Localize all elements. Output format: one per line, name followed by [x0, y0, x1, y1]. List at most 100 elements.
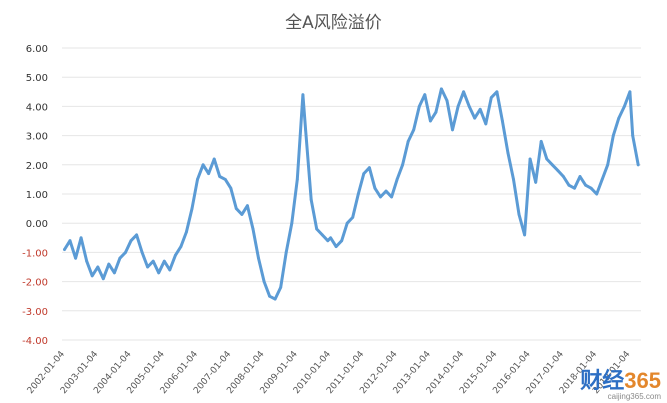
data-point: [179, 245, 183, 249]
data-point: [401, 163, 404, 167]
data-point: [304, 128, 307, 132]
data-point: [351, 216, 355, 219]
data-point: [273, 297, 277, 301]
data-point: [484, 122, 488, 126]
data-point: [85, 259, 89, 263]
data-point: [467, 105, 471, 108]
data-point: [118, 256, 122, 260]
data-point: [606, 163, 610, 167]
data-point: [174, 253, 177, 257]
data-point: [562, 175, 565, 178]
data-point: [395, 178, 399, 181]
data-point: [589, 186, 593, 190]
data-point: [451, 128, 454, 132]
y-tick-label: -1.00: [22, 248, 48, 259]
y-tick-label: 4.00: [26, 102, 48, 113]
data-point: [556, 169, 560, 173]
data-point: [368, 166, 371, 170]
data-point: [162, 259, 166, 263]
data-point: [290, 221, 294, 225]
data-point: [168, 268, 172, 272]
data-point: [628, 90, 632, 94]
data-point: [229, 186, 233, 190]
data-point: [279, 286, 283, 289]
data-point: [611, 134, 615, 138]
data-point: [68, 239, 72, 243]
y-tick-label: -4.00: [22, 336, 48, 347]
data-point: [578, 175, 582, 178]
chart-title: 全A风险溢价: [285, 13, 382, 33]
data-point: [320, 233, 324, 237]
data-point: [79, 236, 83, 240]
y-tick-label: 6.00: [26, 44, 48, 55]
data-point: [478, 107, 482, 111]
data-point: [201, 163, 205, 167]
data-point: [113, 271, 116, 275]
data-point: [329, 236, 332, 240]
data-point: [417, 105, 421, 108]
data-point: [107, 262, 111, 266]
data-point: [534, 180, 538, 184]
grid-lines: [62, 47, 641, 341]
data-point: [284, 251, 288, 254]
plot-area: [63, 87, 640, 301]
y-tick-label: 2.00: [26, 161, 48, 172]
data-point: [101, 277, 105, 281]
data-point: [246, 204, 249, 208]
data-point: [185, 230, 188, 234]
data-point: [423, 93, 427, 97]
data-point: [373, 186, 377, 190]
data-point: [617, 116, 621, 120]
data-point: [90, 274, 94, 278]
data-point: [406, 140, 410, 143]
data-point: [190, 207, 194, 211]
data-point: [473, 116, 477, 120]
series-line: [63, 87, 640, 301]
data-point: [462, 90, 465, 94]
data-point: [268, 294, 271, 298]
data-point: [326, 239, 330, 243]
y-tick-label: -3.00: [22, 307, 48, 318]
data-point: [257, 256, 260, 260]
data-point: [356, 192, 360, 196]
x-axis: 2002-01-042003-01-042004-01-042005-01-04…: [26, 349, 633, 396]
data-point: [584, 183, 587, 187]
data-point: [623, 105, 626, 108]
data-point: [636, 163, 640, 167]
y-tick-label: 3.00: [26, 132, 48, 143]
data-point: [234, 207, 238, 211]
data-point: [600, 178, 604, 181]
data-point: [528, 157, 532, 161]
data-point: [434, 110, 438, 114]
data-point: [512, 178, 515, 181]
data-point: [379, 195, 382, 199]
data-point: [595, 192, 599, 196]
data-point: [157, 271, 161, 275]
watermark-brand: 财经: [580, 368, 625, 393]
data-point: [262, 280, 266, 283]
data-point: [124, 251, 127, 254]
watermark-logo: 财经365 caijing365.com: [580, 368, 661, 402]
data-point: [207, 172, 211, 176]
y-tick-label: 0.00: [26, 219, 48, 230]
y-axis: 6.00 5.00 4.00 3.00 2.00 1.00 0.00 -1.00 -2.00 -3…: [22, 44, 48, 347]
data-point: [545, 157, 549, 161]
data-point: [412, 128, 416, 132]
data-point: [440, 87, 443, 91]
data-point: [135, 233, 139, 237]
data-point: [445, 99, 449, 102]
data-point: [251, 227, 255, 231]
data-point: [362, 172, 366, 176]
data-point: [315, 227, 319, 231]
y-tick-label: -2.00: [22, 278, 48, 289]
data-point: [334, 245, 338, 249]
data-point: [212, 157, 216, 161]
data-point: [456, 105, 460, 108]
data-point: [489, 96, 493, 99]
data-point: [240, 213, 244, 216]
data-point: [517, 213, 521, 216]
watermark-url: caijing365.com: [607, 392, 661, 401]
data-point: [429, 119, 432, 123]
data-point: [384, 189, 388, 193]
